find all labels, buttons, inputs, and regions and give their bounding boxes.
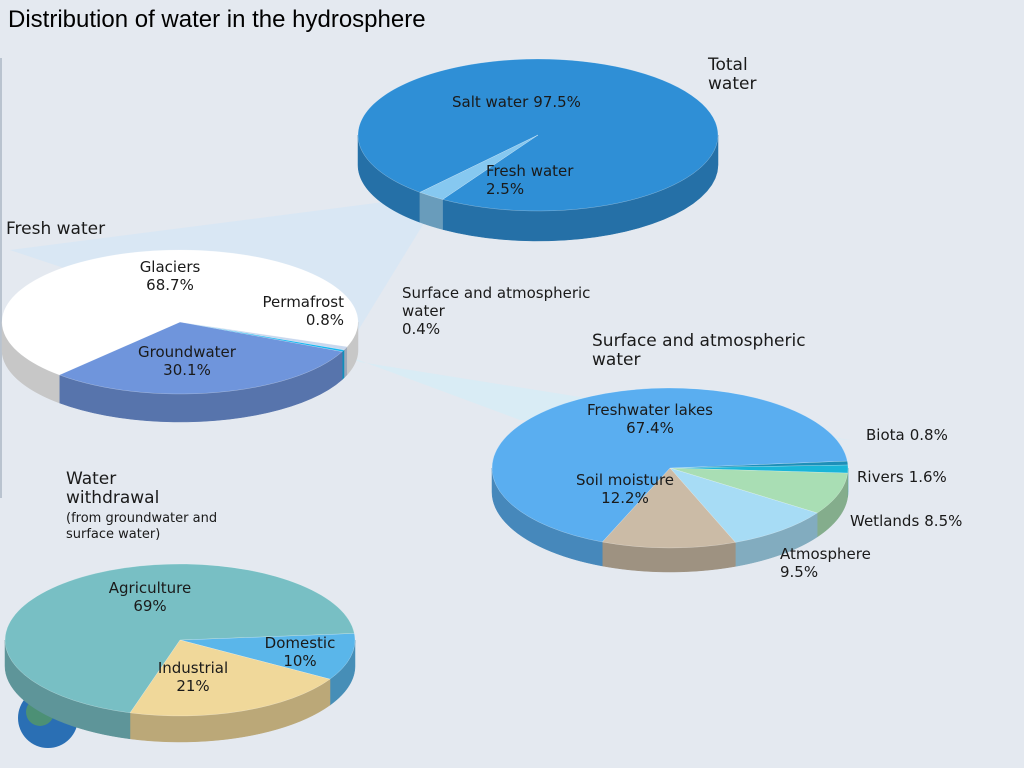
slice-label: Wetlands 8.5%: [850, 512, 1010, 530]
pie-side: [341, 349, 345, 381]
slice-label: Groundwater 30.1%: [112, 343, 262, 379]
pie-slice: [357, 58, 719, 212]
value-label: 69%: [133, 597, 167, 615]
pie-slice: [669, 467, 848, 514]
pie-side: [343, 345, 348, 379]
category-label: Industrial: [157, 659, 229, 677]
slice-label: Freshwater lakes 67.4%: [565, 401, 735, 437]
value-label: 67.4%: [626, 419, 674, 437]
value-label: 10%: [283, 652, 317, 670]
pie-slice: [419, 134, 539, 200]
slice-label: Industrial 21%: [138, 659, 248, 695]
edge: [0, 58, 2, 498]
category-label: Freshwater lakes: [587, 401, 713, 419]
pie-slice: [179, 633, 356, 680]
slice-label: Biota 0.8%: [866, 426, 986, 444]
pie-slice: [491, 387, 848, 543]
slice-label: Atmosphere 9.5%: [780, 545, 910, 581]
pie-slice: [179, 321, 348, 351]
category-label: Fresh water: [486, 162, 574, 180]
category-label: Biota: [866, 426, 905, 444]
category-label: Agriculture: [108, 579, 192, 597]
slide-title: Distribution of water in the hydrosphere: [8, 6, 426, 33]
value-label: 68.7%: [146, 276, 194, 294]
pie-slice: [669, 467, 818, 543]
category-label: Glaciers: [139, 258, 201, 276]
pie-slice: [129, 639, 331, 717]
value-label: 0.8%: [909, 426, 948, 444]
chart-title: Surface and atmospheric water: [592, 331, 806, 370]
slice-label: Permafrost 0.8%: [232, 293, 344, 329]
value-label: 2.5%: [486, 180, 525, 198]
slice-label: Rivers 1.6%: [857, 468, 987, 486]
slice-label: Salt water 97.5%: [452, 93, 652, 111]
value-label: 97.5%: [533, 93, 581, 111]
pie-slice: [669, 460, 849, 469]
chart-title: Water withdrawal: [66, 469, 160, 508]
category-label: Rivers: [857, 468, 904, 486]
slice-label: Surface and atmospheric water 0.4%: [402, 284, 612, 338]
value-label: 30.1%: [163, 361, 211, 379]
pie-slice: [669, 464, 849, 474]
pie-slice: [58, 321, 343, 395]
value-label: 9.5%: [780, 563, 819, 581]
chart-subtitle: (from groundwater and surface water): [66, 511, 218, 542]
slice-label: Fresh water 2.5%: [486, 162, 616, 198]
category-label: Permafrost: [262, 293, 344, 311]
slice-label: Glaciers 68.7%: [115, 258, 225, 294]
value-label: 12.2%: [601, 489, 649, 507]
slice-label: Soil moisture 12.2%: [545, 471, 705, 507]
category-label: Domestic: [264, 634, 336, 652]
pie-slice: [179, 321, 345, 352]
chart-title: Fresh water: [6, 219, 106, 239]
category-label: Salt water: [452, 93, 529, 111]
category-label: Soil moisture: [575, 471, 675, 489]
slice-label: Agriculture 69%: [90, 579, 210, 615]
slice-label: Domestic 10%: [250, 634, 350, 670]
value-label: 8.5%: [924, 512, 963, 530]
pie-slice: [4, 563, 355, 714]
category-label: Surface and atmospheric water: [402, 284, 591, 320]
pie-slice: [1, 249, 359, 376]
value-label: 0.8%: [305, 311, 344, 329]
value-label: 1.6%: [908, 468, 947, 486]
value-label: 21%: [176, 677, 210, 695]
category-label: Groundwater: [138, 343, 236, 361]
chart-title: Total water: [708, 55, 757, 94]
pie-slice: [601, 467, 736, 549]
category-label: Atmosphere: [780, 545, 871, 563]
value-label: 0.4%: [402, 320, 441, 338]
category-label: Wetlands: [850, 512, 920, 530]
